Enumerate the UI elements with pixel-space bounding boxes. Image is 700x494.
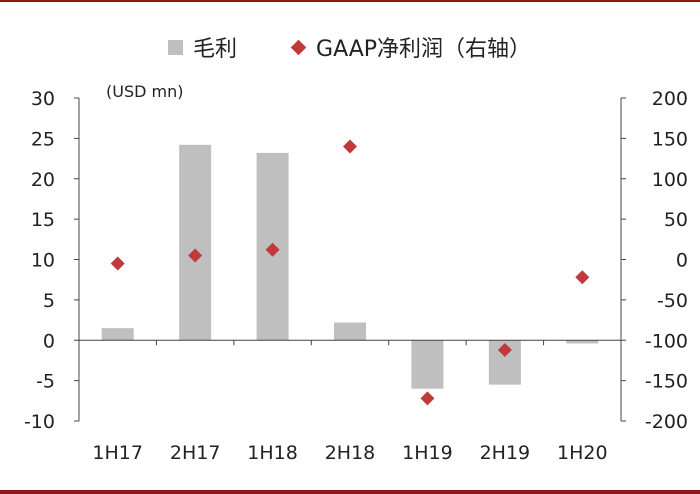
x-tick-label: 2H18 <box>325 442 376 464</box>
x-tick-label: 2H17 <box>170 442 221 464</box>
y-left-tick-label: 30 <box>31 88 55 110</box>
x-tick-label: 1H18 <box>247 442 298 464</box>
y-left-tick-label: 25 <box>31 128 55 150</box>
x-tick-label: 1H20 <box>557 442 608 464</box>
y-right-tick-label: -150 <box>645 371 688 393</box>
point-1h20 <box>575 270 590 285</box>
point-2h19 <box>497 342 512 357</box>
point-2h18 <box>343 139 357 154</box>
legend: 毛利 GAAP净利润（右轴） <box>168 32 587 62</box>
point-1h19 <box>420 391 435 406</box>
legend-label-net-income: GAAP净利润（右轴） <box>316 37 532 62</box>
point-1h18 <box>265 242 280 257</box>
bar-1h19 <box>411 340 444 389</box>
unit-label: (USD mn) <box>106 82 184 101</box>
bar-2h17 <box>179 144 212 341</box>
bottom-border <box>0 490 700 494</box>
point-1h17 <box>110 256 125 271</box>
y-left-tick-label: 0 <box>43 330 55 352</box>
y-right-tick-label: 200 <box>652 88 688 110</box>
y-left-tick-label: -10 <box>24 411 55 433</box>
y-left-tick-label: -5 <box>36 371 55 393</box>
legend-label-gross-profit: 毛利 <box>193 37 238 62</box>
bar-1h17 <box>101 328 134 341</box>
y-right-tick-label: 100 <box>652 169 688 191</box>
y-left-tick-label: 5 <box>43 290 55 312</box>
y-left-tick-label: 15 <box>31 209 55 231</box>
bar-2h18 <box>334 322 366 341</box>
x-tick-label: 1H17 <box>92 442 143 464</box>
y-right-tick-label: 50 <box>664 209 688 231</box>
top-border <box>0 0 700 2</box>
point-2h17 <box>188 248 203 263</box>
x-tick-label: 2H19 <box>480 442 531 464</box>
y-left-tick-label: 20 <box>31 169 55 191</box>
legend-item-gross-profit: 毛利 <box>168 31 237 63</box>
y-left-tick-label: 10 <box>31 250 55 272</box>
y-right-tick-label: -50 <box>657 290 688 312</box>
y-right-tick-label: -100 <box>645 330 688 352</box>
legend-item-net-income: GAAP净利润（右轴） <box>290 31 532 63</box>
y-right-tick-label: -200 <box>645 411 688 433</box>
y-right-tick-label: 0 <box>676 250 688 272</box>
x-tick-label: 1H19 <box>402 442 453 464</box>
bar-1h20 <box>566 340 599 344</box>
legend-swatch-bar <box>168 39 183 55</box>
y-right-tick-label: 150 <box>652 128 688 150</box>
